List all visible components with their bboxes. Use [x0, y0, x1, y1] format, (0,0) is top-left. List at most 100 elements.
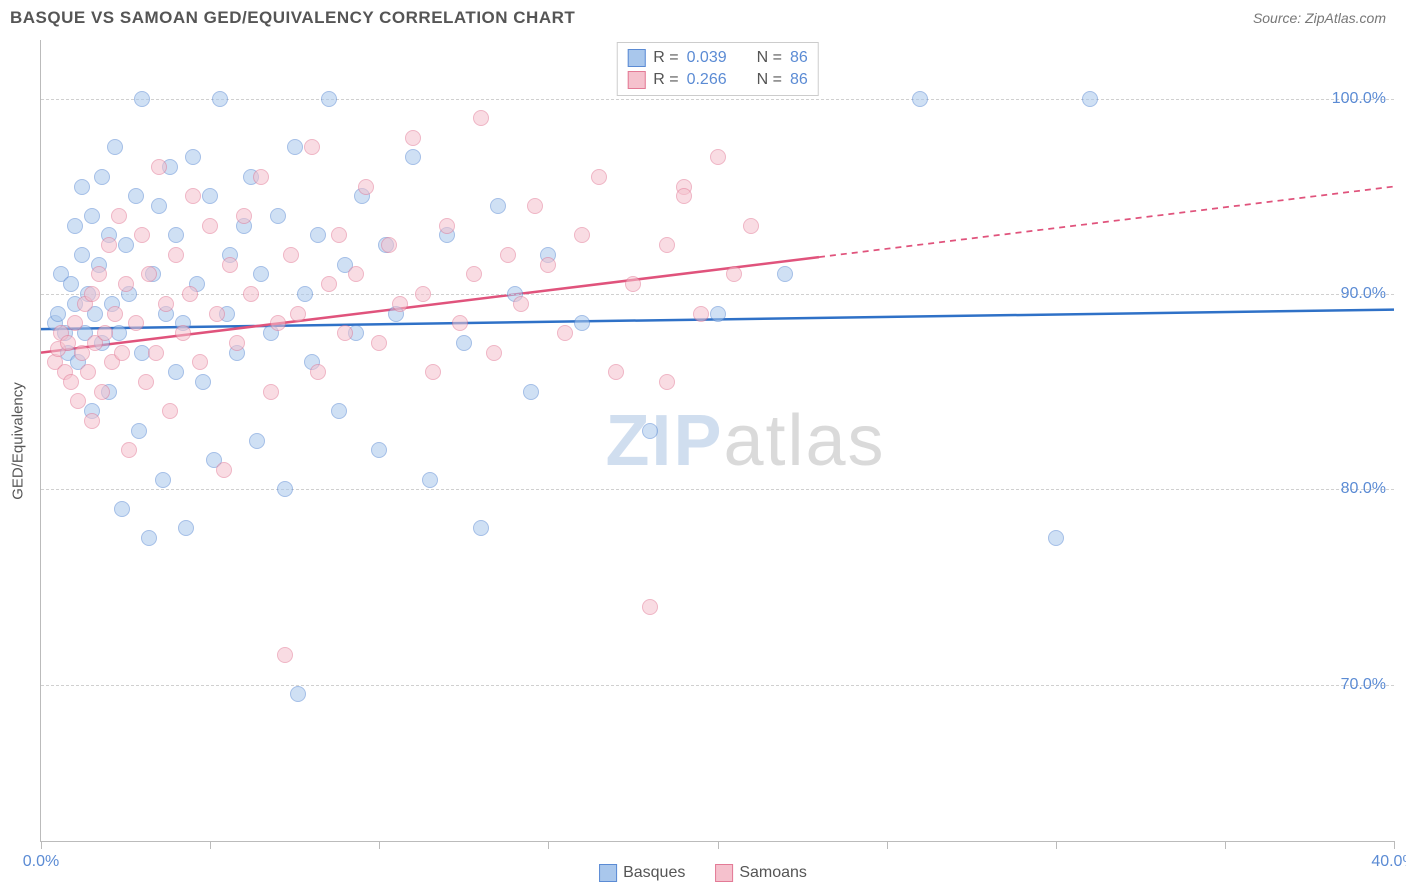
data-point [422, 472, 438, 488]
data-point [371, 335, 387, 351]
data-point [168, 227, 184, 243]
data-point [141, 530, 157, 546]
data-point [249, 433, 265, 449]
legend-r-value: 0.039 [687, 49, 727, 67]
data-point [74, 247, 90, 263]
data-point [192, 354, 208, 370]
y-tick-label: 80.0% [1341, 480, 1386, 498]
plot-area: ZIPatlas R =0.039N =86R =0.266N =86 70.0… [40, 40, 1394, 842]
data-point [287, 139, 303, 155]
data-point [1082, 91, 1098, 107]
data-point [540, 257, 556, 273]
trend-line-extrapolated [819, 187, 1394, 258]
x-tick [718, 841, 719, 849]
watermark-atlas: atlas [723, 401, 885, 481]
data-point [263, 384, 279, 400]
data-point [101, 237, 117, 253]
data-point [70, 393, 86, 409]
legend-swatch [715, 864, 733, 882]
data-point [405, 130, 421, 146]
data-point [118, 237, 134, 253]
data-point [107, 306, 123, 322]
data-point [84, 413, 100, 429]
data-point [168, 247, 184, 263]
data-point [209, 306, 225, 322]
x-tick [1394, 841, 1395, 849]
data-point [486, 345, 502, 361]
data-point [358, 179, 374, 195]
data-point [222, 257, 238, 273]
data-point [84, 286, 100, 302]
x-tick [379, 841, 380, 849]
legend-item: Samoans [715, 864, 807, 882]
data-point [185, 188, 201, 204]
data-point [84, 208, 100, 224]
data-point [439, 218, 455, 234]
data-point [290, 306, 306, 322]
data-point [134, 227, 150, 243]
data-point [63, 276, 79, 292]
data-point [574, 227, 590, 243]
data-point [162, 403, 178, 419]
data-point [253, 169, 269, 185]
data-point [141, 266, 157, 282]
chart-area: GED/Equivalency ZIPatlas R =0.039N =86R … [40, 40, 1394, 842]
data-point [415, 286, 431, 302]
legend-stat-row: R =0.266N =86 [627, 69, 808, 91]
data-point [310, 227, 326, 243]
data-point [1048, 530, 1064, 546]
data-point [151, 198, 167, 214]
data-point [659, 237, 675, 253]
data-point [743, 218, 759, 234]
data-point [94, 169, 110, 185]
data-point [693, 306, 709, 322]
data-point [466, 266, 482, 282]
y-tick-label: 70.0% [1341, 676, 1386, 694]
data-point [513, 296, 529, 312]
y-tick-label: 90.0% [1341, 285, 1386, 303]
data-point [642, 423, 658, 439]
legend-series: Basques Samoans [599, 864, 807, 882]
x-tick [210, 841, 211, 849]
x-tick [548, 841, 549, 849]
data-point [473, 110, 489, 126]
legend-item: Basques [599, 864, 685, 882]
legend-r-label: R = [653, 49, 678, 67]
legend-stat-row: R =0.039N =86 [627, 47, 808, 69]
data-point [676, 188, 692, 204]
data-point [128, 188, 144, 204]
watermark: ZIPatlas [605, 400, 885, 482]
legend-n-label: N = [757, 71, 782, 89]
data-point [381, 237, 397, 253]
data-point [283, 247, 299, 263]
data-point [337, 325, 353, 341]
data-point [557, 325, 573, 341]
data-point [195, 374, 211, 390]
data-point [118, 276, 134, 292]
data-point [912, 91, 928, 107]
data-point [405, 149, 421, 165]
chart-title: BASQUE VS SAMOAN GED/EQUIVALENCY CORRELA… [10, 8, 575, 28]
data-point [155, 472, 171, 488]
watermark-zip: ZIP [605, 401, 723, 481]
data-point [67, 218, 83, 234]
data-point [500, 247, 516, 263]
data-point [277, 647, 293, 663]
data-point [331, 227, 347, 243]
data-point [321, 276, 337, 292]
x-tick-label: 0.0% [23, 853, 59, 871]
y-axis-label: GED/Equivalency [10, 382, 27, 500]
data-point [63, 374, 79, 390]
data-point [185, 149, 201, 165]
legend-n-value: 86 [790, 71, 808, 89]
data-point [331, 403, 347, 419]
data-point [111, 208, 127, 224]
data-point [182, 286, 198, 302]
data-point [114, 501, 130, 517]
data-point [270, 208, 286, 224]
data-point [138, 374, 154, 390]
data-point [574, 315, 590, 331]
data-point [473, 520, 489, 536]
data-point [202, 218, 218, 234]
legend-swatch [599, 864, 617, 882]
